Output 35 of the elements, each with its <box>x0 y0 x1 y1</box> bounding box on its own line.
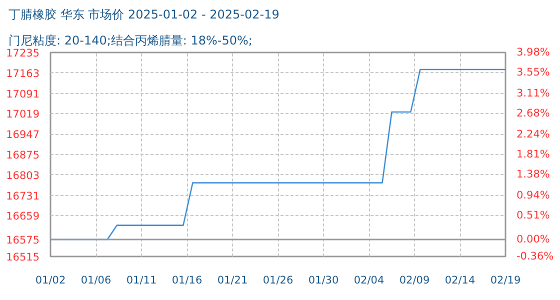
y-tick-label: 16515 <box>6 252 40 264</box>
x-tick-label: 02/14 <box>444 274 476 286</box>
y2-tick-label: 1.81% <box>516 148 550 160</box>
y-tick-label: 16803 <box>6 170 40 182</box>
y-tick-label: 16731 <box>6 190 40 202</box>
y-tick-label: 16875 <box>6 150 40 162</box>
x-tick-label: 02/19 <box>490 274 521 286</box>
y2-tick-label: 3.98% <box>516 46 550 58</box>
x-tick-label: 01/02 <box>35 274 66 286</box>
y-tick-label: 16575 <box>6 234 40 246</box>
x-tick-label: 01/26 <box>262 274 294 286</box>
y-tick-label: 17019 <box>6 108 40 121</box>
chart-subtitle: 门尼粘度: 20-140;结合丙烯腈量: 18%-50%; <box>8 34 252 48</box>
x-tick-label: 01/30 <box>308 274 339 286</box>
x-tick-label: 01/11 <box>126 274 157 286</box>
y2-tick-label: 0.00% <box>516 234 550 246</box>
chart-title: 丁腈橡胶 华东 市场价 2025-01-02 - 2025-02-19 <box>8 8 280 22</box>
y-tick-label: 17235 <box>6 48 40 60</box>
x-tick-label: 01/06 <box>80 274 112 286</box>
y-tick-label: 17091 <box>6 88 40 100</box>
y-tick-label: 17163 <box>6 68 40 80</box>
y2-tick-label: 3.55% <box>516 66 550 79</box>
y2-tick-label: 0.51% <box>516 210 550 222</box>
y2-tick-label: 2.24% <box>516 128 550 140</box>
y2-tick-label: 2.68% <box>516 108 550 120</box>
y2-tick-label: 3.11% <box>516 87 550 100</box>
y2-tick-label: -0.36% <box>516 250 554 262</box>
x-tick-label: 02/04 <box>354 274 384 286</box>
x-tick-label: 01/16 <box>172 274 202 286</box>
y-tick-label: 16659 <box>6 210 40 223</box>
y2-tick-label: 1.38% <box>516 168 550 181</box>
y-tick-label: 16947 <box>6 129 40 142</box>
y2-tick-label: 0.94% <box>516 189 550 202</box>
x-tick-label: 02/09 <box>399 274 430 286</box>
x-tick-label: 01/21 <box>217 274 248 286</box>
